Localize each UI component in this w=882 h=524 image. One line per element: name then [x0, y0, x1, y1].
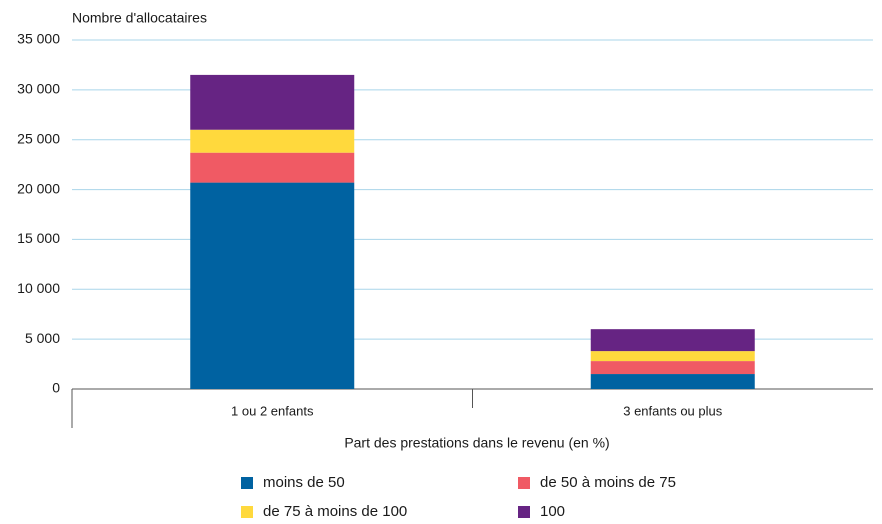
- y-tick-label: 20 000: [17, 180, 60, 196]
- y-tick-label: 0: [52, 380, 60, 396]
- y-tick-label: 30 000: [17, 81, 60, 97]
- y-tick-label: 5 000: [25, 330, 60, 346]
- bar-segment: [590, 361, 755, 375]
- bar-segment: [190, 152, 355, 183]
- bar-segment: [190, 74, 355, 130]
- x-tick-label: 1 ou 2 enfants: [231, 403, 314, 418]
- legend-label: moins de 50: [263, 474, 345, 491]
- legend-swatch: [518, 477, 530, 489]
- y-tick-label: 10 000: [17, 280, 60, 296]
- x-tick-label: 3 enfants ou plus: [623, 403, 723, 418]
- y-tick-label: 35 000: [17, 31, 60, 47]
- x-axis-label: Part des prestations dans le revenu (en …: [344, 435, 609, 451]
- bar-segment: [590, 374, 755, 389]
- bar-segment: [190, 182, 355, 389]
- y-tick-label: 25 000: [17, 130, 60, 146]
- legend-label: de 50 à moins de 75: [540, 474, 676, 491]
- y-axis-label: Nombre d'allocataires: [72, 10, 207, 26]
- bar-segment: [190, 129, 355, 153]
- legend-swatch: [241, 506, 253, 518]
- legend-label: de 75 à moins de 100: [263, 503, 407, 520]
- y-tick-label: 15 000: [17, 230, 60, 246]
- legend-label: 100: [540, 503, 565, 520]
- bar-segment: [590, 351, 755, 362]
- legend-swatch: [241, 477, 253, 489]
- bar-segment: [590, 329, 755, 352]
- legend-swatch: [518, 506, 530, 518]
